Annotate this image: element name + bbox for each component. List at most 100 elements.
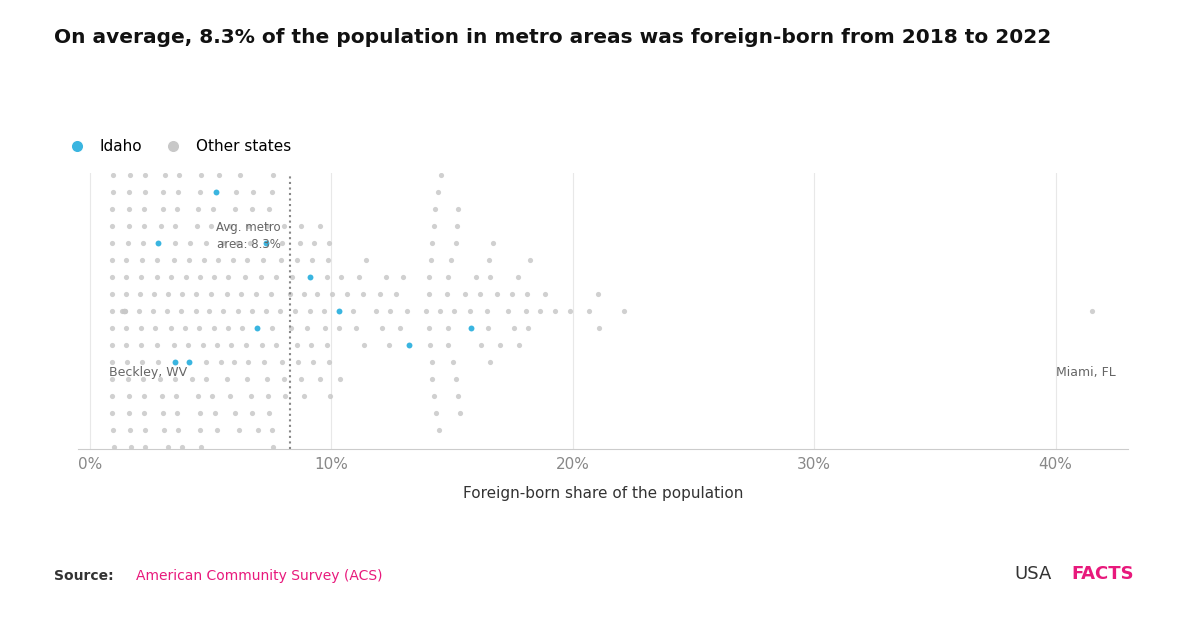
Point [124,476,143,486]
Point [191,425,210,435]
Point [138,612,157,622]
Point [167,408,186,418]
Point [126,51,145,61]
Point [1082,306,1102,316]
Point [444,357,463,367]
Point [170,476,190,486]
Point [450,408,469,418]
Point [191,170,210,180]
Point [331,272,350,282]
Text: USA: USA [1014,565,1051,583]
Point [119,374,138,384]
Point [422,357,442,367]
Point [121,425,140,435]
Point [420,289,439,299]
Point [102,238,121,248]
Point [197,459,216,469]
Point [343,306,362,316]
Point [126,561,145,571]
Text: Avg. metro
area: 8.3%: Avg. metro area: 8.3% [216,220,281,251]
Point [446,238,466,248]
Point [109,68,128,78]
Point [349,272,368,282]
Point [354,340,373,350]
Point [422,238,442,248]
Point [316,323,335,333]
Point [294,289,313,299]
Point [330,323,349,333]
Point [202,510,221,520]
Point [145,323,164,333]
Point [214,306,233,316]
Point [235,272,254,282]
Point [214,238,233,248]
Point [109,34,128,44]
Point [400,340,419,350]
Point [517,289,536,299]
Point [203,204,222,214]
Point [221,391,240,401]
Point [588,289,607,299]
Point [116,340,136,350]
Point [144,306,163,316]
Point [131,323,150,333]
Point [241,238,260,248]
Point [209,170,228,180]
Point [224,357,244,367]
Point [114,306,133,316]
Point [323,289,342,299]
Point [125,493,144,503]
Point [112,595,131,605]
Point [478,306,497,316]
Point [155,425,174,435]
Point [257,306,276,316]
Point [143,68,162,78]
Point [191,442,210,452]
Point [263,170,282,180]
Point [204,323,223,333]
Point [290,238,310,248]
Point [294,391,313,401]
Point [266,272,286,282]
Point [208,340,227,350]
Point [426,408,445,418]
Point [174,85,193,95]
Point [197,238,216,248]
Point [292,374,311,384]
Point [133,238,152,248]
Point [138,119,157,129]
Point [455,289,474,299]
Point [126,85,145,95]
Point [161,323,180,333]
Point [173,442,192,452]
Point [107,102,126,112]
Point [119,238,138,248]
Point [259,391,278,401]
Point [227,238,246,248]
Point [144,561,163,571]
Point [438,340,457,350]
Point [143,544,162,554]
Point [292,221,311,231]
Point [138,493,157,503]
Point [164,255,184,265]
Point [167,204,186,214]
Point [178,340,197,350]
Point [481,357,500,367]
Point [119,221,138,231]
Point [151,221,170,231]
Point [120,204,139,214]
Point [139,510,158,520]
Point [238,255,257,265]
Point [264,442,283,452]
Point [271,255,290,265]
Point [242,408,262,418]
Point [448,221,467,231]
Point [272,357,292,367]
Point [137,153,156,163]
Text: American Community Survey (ACS): American Community Survey (ACS) [136,569,382,583]
Point [198,119,217,129]
Point [430,425,449,435]
Point [580,306,599,316]
Point [307,289,326,299]
